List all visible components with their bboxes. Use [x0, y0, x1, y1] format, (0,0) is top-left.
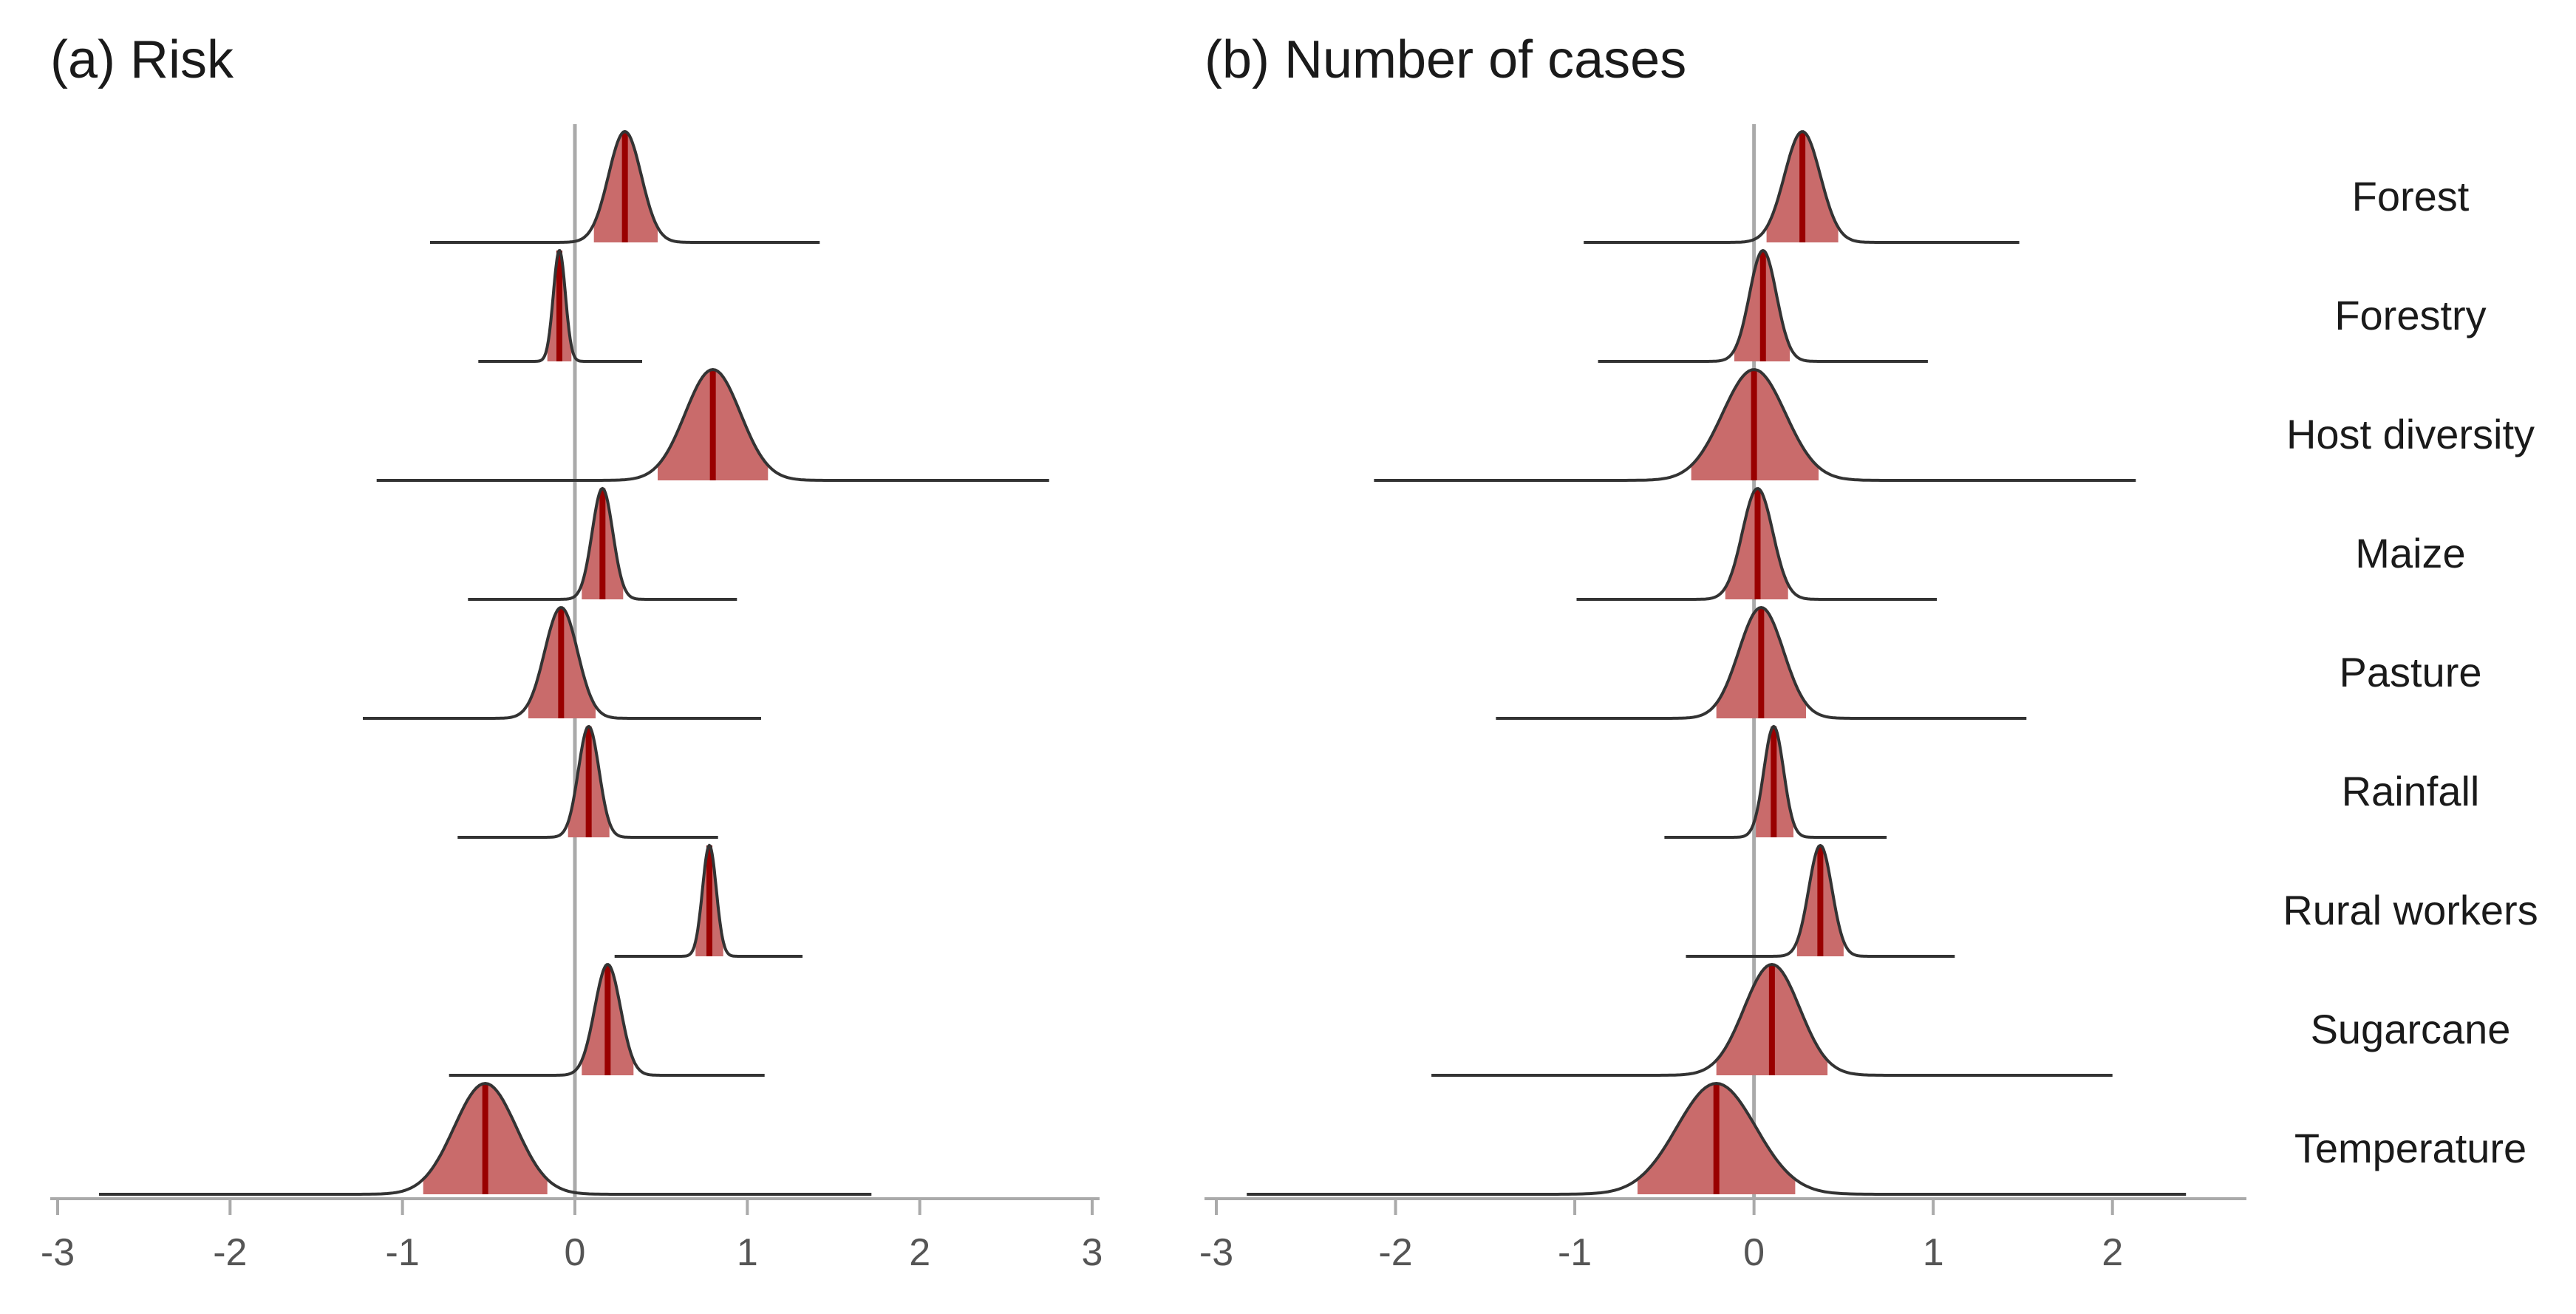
density-curve	[1576, 487, 1937, 601]
row-label: Forestry	[2334, 292, 2486, 338]
density-curve	[99, 1081, 872, 1196]
density-curve	[449, 963, 765, 1077]
x-tick-label: 2	[2102, 1231, 2123, 1274]
density-curve	[430, 129, 820, 244]
panel-a: -3 -2 -1 0 1 2 3	[41, 124, 1103, 1274]
row-label: Rainfall	[2342, 768, 2480, 814]
density-curve	[1431, 962, 2113, 1077]
row-label: Maize	[2355, 530, 2465, 576]
x-tick-label: -1	[1558, 1231, 1592, 1274]
x-tick-label: 0	[565, 1231, 586, 1274]
density-curve	[478, 248, 642, 363]
row-label: Host diversity	[2286, 411, 2535, 457]
row-label: Pasture	[2340, 649, 2482, 695]
x-tick-label: -1	[386, 1231, 420, 1274]
density-curve	[1664, 724, 1887, 839]
x-tick-label: 3	[1082, 1231, 1103, 1274]
panel-b: -3 -2 -1 0 1 2	[1199, 124, 2246, 1274]
row-label: Temperature	[2294, 1125, 2526, 1171]
x-tick-label: -3	[41, 1231, 75, 1274]
x-tick-label: 1	[1923, 1231, 1944, 1274]
density-curve	[1584, 130, 2020, 244]
density-curve	[1598, 248, 1928, 363]
x-tick-label: -2	[1378, 1231, 1412, 1274]
density-curve	[363, 606, 761, 720]
row-label: Sugarcane	[2311, 1006, 2511, 1052]
density-curve	[457, 724, 718, 839]
x-tick-label: -2	[213, 1231, 247, 1274]
x-tick-label: 1	[737, 1231, 758, 1274]
x-tick-label: 2	[909, 1231, 930, 1274]
density-curve	[376, 367, 1049, 482]
panel-a-title: (a) Risk	[50, 30, 234, 89]
density-curve	[614, 843, 803, 958]
row-label: Rural workers	[2283, 887, 2538, 933]
density-curve	[1374, 368, 2136, 482]
row-label: Forest	[2352, 173, 2470, 219]
density-curve	[1247, 1081, 2187, 1196]
x-tick-label: 0	[1743, 1231, 1765, 1274]
density-curve	[468, 486, 737, 601]
x-tick-label: -3	[1199, 1231, 1233, 1274]
density-curve	[1496, 605, 2027, 720]
panel-b-title: (b) Number of cases	[1204, 30, 1687, 89]
density-curve	[1686, 843, 1955, 958]
